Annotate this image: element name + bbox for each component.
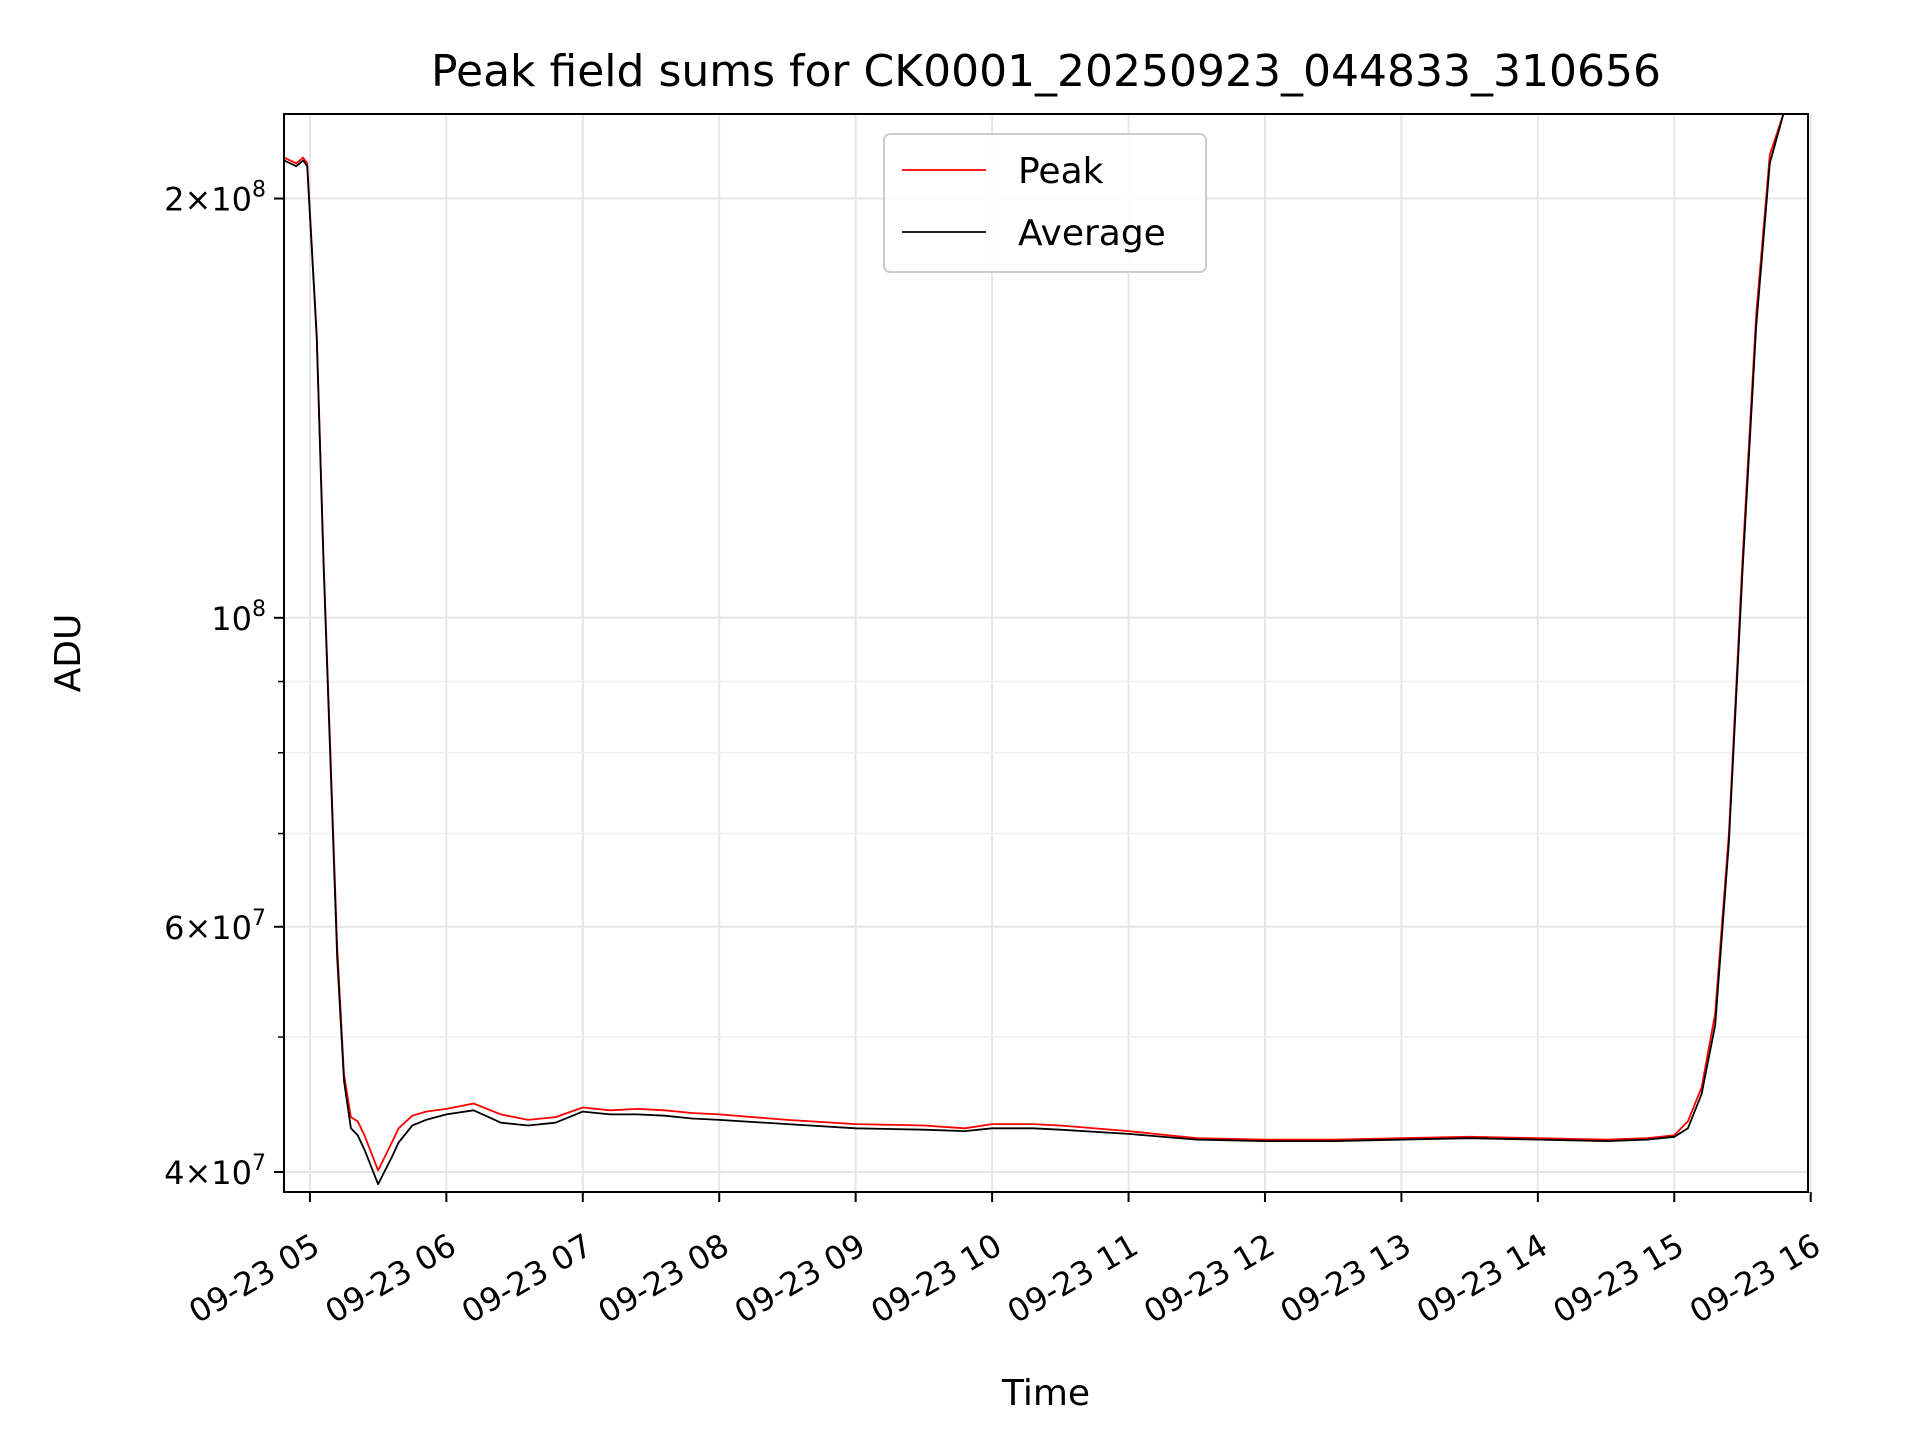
axes-frame bbox=[283, 113, 1809, 1193]
legend: Peak Average bbox=[883, 133, 1207, 273]
y-axis-label: ADU bbox=[48, 614, 89, 693]
legend-peak-label: Peak bbox=[1018, 151, 1104, 192]
grid-lines bbox=[284, 114, 1812, 1192]
y-tick-label: 108 bbox=[211, 597, 266, 638]
chart-title: Peak field sums for CK0001_20250923_0448… bbox=[431, 46, 1661, 97]
series-group bbox=[284, 114, 1808, 1186]
y-tick-label: 4×107 bbox=[164, 1151, 266, 1192]
y-tick-label: 2×108 bbox=[164, 178, 266, 219]
legend-average-label: Average bbox=[1018, 213, 1166, 254]
x-axis-label: Time bbox=[1001, 1373, 1090, 1414]
legend-box bbox=[883, 133, 1207, 273]
y-tick-label: 6×107 bbox=[164, 906, 266, 947]
series-line-peak bbox=[284, 114, 1808, 1172]
series-line-average bbox=[284, 114, 1808, 1186]
